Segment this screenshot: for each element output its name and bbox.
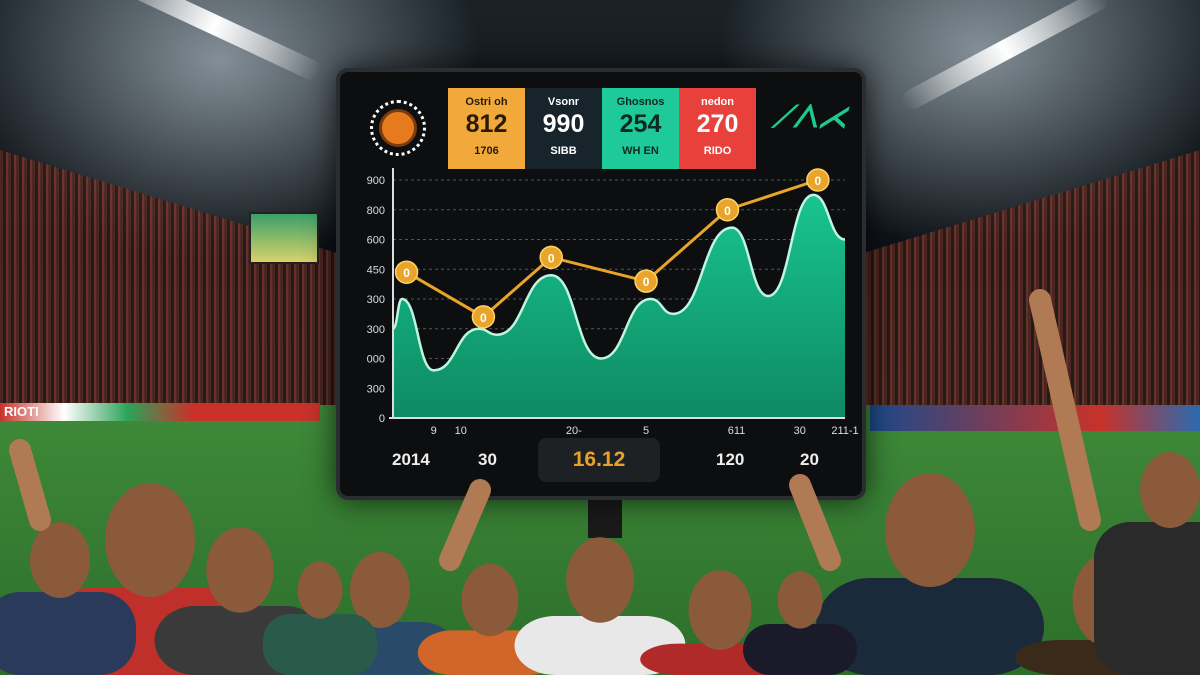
stat-tile: Ghosnos 254 WH EN (602, 88, 679, 169)
line-marker (471, 305, 496, 329)
stat-sub: WH EN (622, 145, 659, 157)
y-tick-label: 300 (367, 294, 385, 306)
spectator-head (297, 561, 343, 619)
x-tick-label: 10 (455, 425, 467, 437)
marker-label: 0 (724, 204, 731, 218)
stat-value: 270 (696, 110, 739, 138)
raised-arm (439, 479, 491, 571)
spectator-head (206, 527, 274, 613)
y-tick-label: 600 (367, 235, 385, 247)
stat-label: Vsonr (547, 96, 580, 108)
raised-arm (1029, 289, 1101, 531)
stat-tile: Ostri oh 812 1706 (448, 88, 525, 169)
area-outline (391, 193, 846, 372)
stat-label: Ostri oh (465, 96, 508, 108)
y-tick-label: 900 (367, 175, 385, 187)
stat-label: nedon (701, 96, 734, 108)
stat-value: 254 (619, 110, 662, 138)
spectator-head (105, 483, 195, 597)
marker-label: 0 (403, 266, 410, 280)
line-marker (539, 245, 563, 270)
spectator-head (1140, 452, 1200, 528)
x-tick-label: 5 (643, 425, 649, 437)
ad-text: RIOTI (4, 404, 39, 419)
line-marker (394, 260, 419, 284)
team-logo-icon (370, 100, 426, 156)
stat-label: Ghosnos (616, 96, 665, 108)
y-tick-label: 800 (367, 205, 385, 217)
y-tick-label: 450 (367, 264, 385, 276)
line-series (405, 178, 819, 319)
line-marker (806, 168, 830, 192)
stat-sub: 1706 (474, 145, 499, 157)
spectator-head (777, 571, 823, 629)
stat-sub: SIBB (550, 145, 577, 157)
raised-arm (9, 439, 51, 531)
y-tick-label: 0 (379, 413, 385, 425)
board-post (588, 498, 622, 538)
spectator-head (461, 563, 519, 637)
ad-board-left: RIOTI (0, 403, 320, 421)
y-tick-label: 300 (367, 324, 385, 336)
x-tick-label: 9 (431, 425, 437, 437)
marker-label: 0 (548, 251, 555, 265)
y-tick-label: 000 (367, 354, 385, 366)
spectator-body (816, 578, 1044, 675)
spectator-head (885, 473, 975, 587)
brand-logo: ⟋⋀⋌ (772, 101, 848, 134)
line-marker (715, 198, 740, 222)
scoreboard: Ostri oh 812 1706 Vsonr 990 SIBB Ghosnos 254 WH … (336, 68, 866, 500)
spectator-head (350, 552, 410, 628)
x-tick-label: 611 (728, 425, 746, 437)
stat-value: 812 (465, 110, 508, 138)
stat-sub: RIDO (703, 145, 732, 157)
spectator-body (1094, 522, 1200, 675)
raised-arm (789, 474, 841, 571)
footer-right: 20 (800, 450, 819, 469)
distant-screen (249, 212, 319, 264)
spectator-head (30, 522, 90, 598)
footer-highlight: 16.12 (538, 438, 660, 482)
footer-left: 2014 (392, 450, 430, 469)
marker-label: 0 (480, 311, 487, 325)
marker-label: 0 (815, 174, 822, 188)
spectator-body (0, 592, 136, 675)
spectator-body (743, 624, 857, 675)
spectator-head (688, 570, 752, 650)
area-series (393, 194, 845, 418)
x-tick-label: 211-1 (831, 425, 858, 437)
stat-value: 990 (542, 110, 585, 138)
ad-board-right (870, 405, 1200, 431)
x-tick-label: 30 (794, 425, 806, 437)
y-tick-label: 300 (367, 383, 385, 395)
spectator-body (263, 614, 377, 675)
footer-mid-left: 30 (478, 450, 497, 469)
footer-mid-right: 120 (716, 450, 745, 469)
x-tick-label: 20- (566, 425, 582, 437)
marker-label: 0 (643, 275, 650, 289)
line-marker (634, 269, 658, 293)
spectator-head (566, 537, 634, 623)
stat-tile: nedon 270 RIDO (679, 88, 756, 169)
stat-tile: Vsonr 990 SIBB (525, 88, 602, 169)
